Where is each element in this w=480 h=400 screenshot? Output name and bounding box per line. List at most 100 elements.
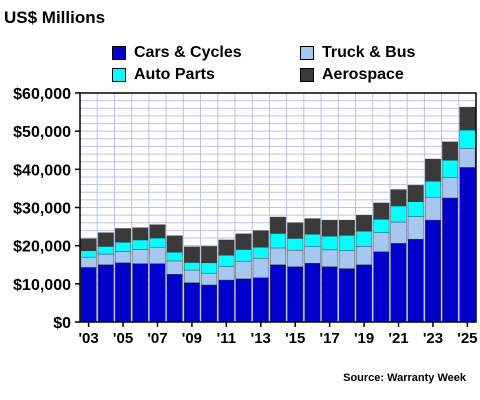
bar-segment-cars-cycles	[287, 266, 304, 323]
bar-segment-truck-bus	[252, 258, 269, 278]
y-tick-label: $50,000	[13, 124, 71, 141]
bar-segment-truck-bus	[270, 247, 286, 265]
y-tick-label: $20,000	[13, 239, 71, 256]
x-tick-label: '09	[182, 330, 202, 347]
x-tick-label: '11	[217, 330, 236, 347]
bar-segment-aerospace	[115, 228, 131, 243]
y-tick-label: $60,000	[13, 86, 71, 103]
bar-segment-auto-parts	[407, 201, 424, 217]
x-tick-label: '17	[320, 330, 340, 347]
bar-segment-aerospace	[218, 239, 235, 256]
bar-segment-auto-parts	[287, 238, 304, 251]
legend-swatch-auto-parts	[112, 68, 126, 82]
bar-segment-cars-cycles	[442, 197, 459, 323]
bar-segment-auto-parts	[218, 255, 235, 267]
bar-segment-truck-bus	[183, 269, 200, 283]
legend-label-truck-bus: Truck & Bus	[322, 44, 416, 61]
bar-segment-cars-cycles	[407, 238, 424, 323]
bar-segment-truck-bus	[304, 246, 321, 264]
x-tick-label: '05	[113, 330, 133, 347]
bar-segment-truck-bus	[166, 260, 183, 275]
bar-segment-cars-cycles	[425, 219, 441, 323]
bar-segment-cars-cycles	[373, 251, 390, 323]
bar-segment-truck-bus	[287, 250, 304, 267]
bar-segment-aerospace	[252, 230, 269, 248]
bar-segment-cars-cycles	[183, 282, 200, 323]
bar-segment-auto-parts	[338, 235, 355, 251]
bar-segment-aerospace	[338, 219, 355, 236]
bar-segment-auto-parts	[97, 246, 114, 255]
bar-segment-auto-parts	[304, 234, 321, 248]
bar-segment-auto-parts	[132, 239, 149, 250]
bar-segment-auto-parts	[390, 205, 407, 223]
bar-segment-truck-bus	[356, 246, 373, 265]
x-tick-label: '25	[457, 330, 477, 347]
bar-segment-auto-parts	[442, 159, 459, 178]
bar-segment-aerospace	[425, 158, 441, 182]
bar-segment-cars-cycles	[270, 264, 286, 323]
bar-segment-auto-parts	[425, 180, 441, 198]
bar-segment-truck-bus	[201, 272, 218, 286]
bar-segment-auto-parts	[201, 262, 218, 274]
bar-segment-truck-bus	[115, 251, 131, 264]
x-tick-label: '15	[285, 330, 305, 347]
bar-segment-aerospace	[373, 202, 390, 220]
bar-segment-aerospace	[459, 106, 476, 131]
legend-swatch-cars-cycles	[112, 46, 126, 60]
bar-segment-aerospace	[287, 222, 304, 239]
bar-segment-truck-bus	[442, 177, 459, 199]
legend-swatch-truck-bus	[300, 46, 314, 60]
bar-segment-cars-cycles	[338, 268, 355, 323]
bar-segment-truck-bus	[425, 196, 441, 221]
bar-segment-aerospace	[390, 189, 407, 207]
bar-segment-aerospace	[149, 224, 166, 239]
bar-segment-cars-cycles	[459, 167, 476, 323]
bar-segment-aerospace	[407, 185, 424, 202]
bar-segment-auto-parts	[373, 219, 390, 233]
bar-segment-cars-cycles	[166, 274, 183, 323]
bar-segment-truck-bus	[390, 221, 407, 244]
legend-item-cars-cycles: Cars & Cycles	[112, 44, 242, 62]
bar-segment-cars-cycles	[80, 267, 97, 323]
bar-segment-aerospace	[97, 232, 114, 247]
y-tick-label: $30,000	[13, 201, 71, 218]
legend-item-aerospace: Aerospace	[300, 66, 404, 84]
bar-segment-aerospace	[321, 219, 338, 237]
bar-segment-truck-bus	[235, 261, 252, 280]
bar-segment-truck-bus	[407, 216, 424, 240]
bar-segment-auto-parts	[115, 242, 131, 252]
x-tick-label: '13	[251, 330, 271, 347]
bar-segment-cars-cycles	[115, 262, 131, 323]
x-tick-label: '21	[388, 330, 408, 347]
legend-label-auto-parts: Auto Parts	[134, 66, 215, 83]
y-tick-label: $0	[53, 315, 71, 332]
legend-item-truck-bus: Truck & Bus	[300, 44, 415, 62]
bar-segment-cars-cycles	[390, 243, 407, 323]
bar-segment-aerospace	[304, 218, 321, 235]
bar-segment-auto-parts	[321, 235, 338, 251]
bar-segment-auto-parts	[270, 233, 286, 249]
bar-segment-cars-cycles	[304, 263, 321, 323]
bar-segment-auto-parts	[166, 251, 183, 262]
y-tick-label: $40,000	[13, 162, 71, 179]
bar-segment-aerospace	[442, 141, 459, 161]
x-tick-label: '19	[354, 330, 374, 347]
bar-segment-aerospace	[80, 238, 97, 251]
bar-segment-truck-bus	[80, 256, 97, 268]
bar-segment-cars-cycles	[235, 278, 252, 323]
bar-segment-aerospace	[235, 233, 252, 250]
legend-swatch-aerospace	[300, 68, 314, 82]
bar-segment-aerospace	[270, 216, 286, 234]
bar-segment-auto-parts	[459, 129, 476, 149]
bar-segment-aerospace	[356, 214, 373, 232]
bar-segment-truck-bus	[459, 148, 476, 168]
chart-title: US$ Millions	[4, 8, 106, 27]
bar-segment-aerospace	[183, 246, 200, 263]
bar-segment-truck-bus	[321, 249, 338, 267]
legend-item-auto-parts: Auto Parts	[112, 66, 215, 84]
bar-segment-cars-cycles	[149, 263, 166, 323]
bar-segment-cars-cycles	[132, 263, 149, 323]
source-note: Source: Warranty Week	[343, 372, 466, 384]
bar-segment-truck-bus	[373, 232, 390, 252]
bar-segment-aerospace	[201, 246, 218, 264]
